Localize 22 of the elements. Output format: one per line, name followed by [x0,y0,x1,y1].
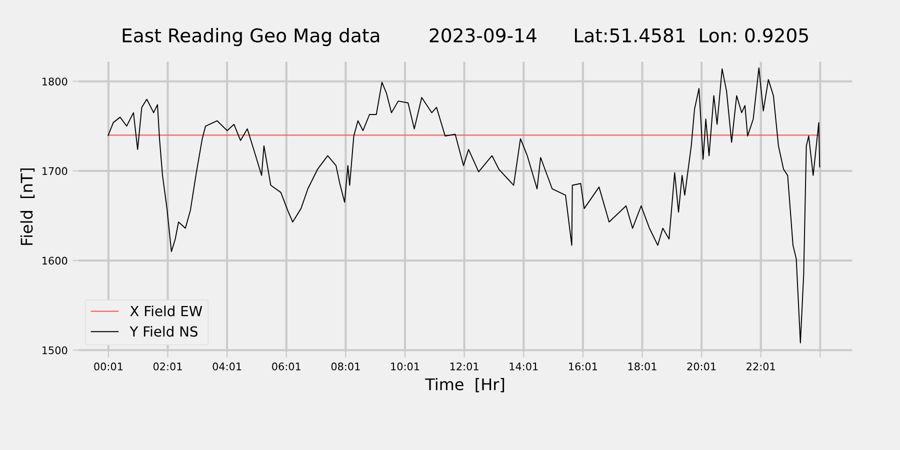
y-axis-title: Field [nT] [20,168,35,245]
x-tick-label: 22:01 [746,362,775,370]
x-tick-label: 12:01 [450,362,478,370]
legend-label: Y Field NS [130,326,198,337]
x-tick-label: 02:01 [153,362,182,370]
x-tick-label: 06:01 [272,362,300,370]
y-tick-label: 1700 [42,167,68,176]
x-tick-label: 00:01 [94,362,122,370]
legend-label: X Field EW [130,306,202,316]
y-tick-label: 1600 [42,256,68,265]
x-tick-label: 18:01 [628,362,656,370]
x-tick-label: 20:01 [687,362,716,370]
y-tick-label: 1500 [42,346,68,354]
x-tick-label: 08:01 [331,362,360,370]
x-axis-title: Time [Hr] [425,378,504,392]
x-tick-label: 16:01 [569,362,597,370]
chart-title: East Reading Geo Mag data 2023-09-14 Lat:51.4581 Lon: 0.9205 [122,28,808,46]
x-tick-label: 04:01 [212,362,242,370]
line-series [107,67,820,344]
x-tick-label: 14:01 [510,362,538,370]
x-tick-label: 10:01 [391,362,420,370]
y-tick-label: 1800 [42,78,68,86]
